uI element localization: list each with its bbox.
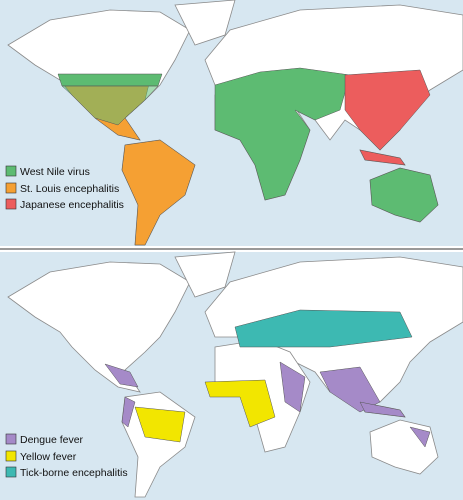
legend-label: West Nile virus (20, 166, 90, 178)
st-louis-area (121, 139, 196, 246)
legend: West Nile virus St. Louis encephalitis J… (5, 165, 124, 211)
japanese-enc-area (359, 149, 406, 166)
west-nile-area (214, 67, 351, 201)
map-bottom: Dengue fever Yellow fever Tick-borne enc… (0, 251, 463, 500)
legend-label: St. Louis encephalitis (20, 183, 119, 195)
legend-label: Tick-borne encephalitis (20, 467, 128, 479)
west-nile-area (57, 73, 163, 87)
legend-swatch (5, 182, 17, 194)
legend-label: Yellow fever (20, 451, 77, 463)
legend-swatch (5, 198, 17, 210)
dengue-area (121, 396, 136, 428)
yellow-fever-area (204, 379, 276, 428)
dengue-area (104, 363, 139, 388)
dengue-area (279, 361, 306, 413)
tick-borne-area (234, 309, 413, 348)
legend-label: Dengue fever (20, 434, 84, 446)
legend-swatch (5, 433, 17, 445)
legend-label: Japanese encephalitis (20, 199, 124, 211)
legend-swatch (5, 450, 17, 462)
dengue-area (359, 401, 406, 418)
west-nile-area (61, 85, 159, 126)
west-nile-area (369, 167, 439, 223)
legend-swatch (5, 165, 17, 177)
japanese-enc-area (344, 69, 431, 151)
legend-swatch (5, 466, 17, 478)
yellow-fever-area (134, 406, 186, 443)
legend: Dengue fever Yellow fever Tick-borne enc… (5, 433, 128, 479)
dengue-area (409, 426, 431, 448)
map-top: West Nile virus St. Louis encephalitis J… (0, 0, 463, 246)
